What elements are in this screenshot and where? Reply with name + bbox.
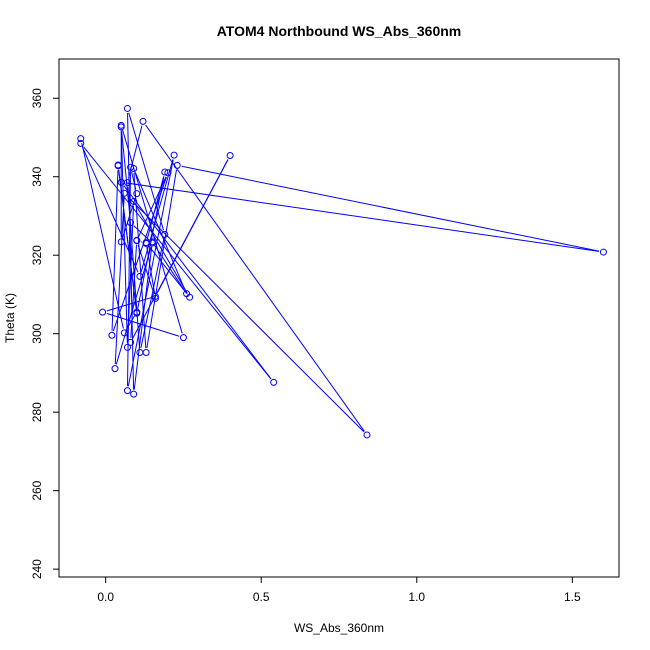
data-point xyxy=(179,334,187,342)
data-point xyxy=(123,343,131,351)
series-segment xyxy=(114,197,125,365)
series-segment xyxy=(145,124,365,432)
data-point xyxy=(270,378,278,386)
series-segment xyxy=(137,244,155,295)
data-point xyxy=(111,365,119,373)
series-segment xyxy=(133,225,150,241)
y-tick-label: 280 xyxy=(30,402,44,422)
series-segment xyxy=(154,245,185,291)
data-point xyxy=(133,236,141,244)
data-point xyxy=(117,121,125,129)
series-segment xyxy=(128,112,164,231)
y-tick-label: 260 xyxy=(30,480,44,500)
series-segment xyxy=(81,142,124,329)
series-segment xyxy=(146,176,165,240)
data-point xyxy=(151,294,159,302)
series-segment xyxy=(132,159,229,339)
data-point xyxy=(139,117,147,125)
data-point xyxy=(148,238,156,246)
x-tick-label: 0.5 xyxy=(253,590,270,604)
data-point xyxy=(130,197,138,205)
y-axis: 240 260 280 300 320 340 360 xyxy=(30,88,60,579)
series-points xyxy=(77,104,607,439)
chart-title: ATOM4 Northbound WS_Abs_360nm xyxy=(217,23,462,39)
y-tick-label: 240 xyxy=(30,559,44,579)
data-point xyxy=(133,190,141,198)
y-axis-label: Theta (K) xyxy=(3,293,17,343)
data-point xyxy=(363,431,371,439)
series-segment xyxy=(122,129,183,334)
x-tick-label: 1.5 xyxy=(564,590,581,604)
data-point xyxy=(130,164,138,172)
data-point xyxy=(173,161,181,169)
data-point xyxy=(108,331,116,339)
series-segment xyxy=(134,172,186,290)
data-point xyxy=(170,151,178,159)
series-segment xyxy=(115,247,152,365)
data-point xyxy=(161,168,169,176)
data-point xyxy=(133,309,141,317)
y-tick-label: 320 xyxy=(30,245,44,265)
series-segment xyxy=(120,131,128,343)
data-point xyxy=(151,292,159,300)
data-point xyxy=(117,238,125,246)
series-segment xyxy=(127,159,174,387)
data-point xyxy=(127,163,135,171)
series-segment xyxy=(106,297,152,312)
data-point xyxy=(142,239,150,247)
data-point xyxy=(127,219,135,227)
data-point xyxy=(599,248,607,256)
y-tick-label: 360 xyxy=(30,88,44,108)
x-tick-label: 0.0 xyxy=(97,590,114,604)
data-point xyxy=(161,230,169,238)
data-point xyxy=(77,135,85,143)
data-point xyxy=(136,349,144,357)
data-point xyxy=(77,139,85,147)
data-point xyxy=(136,272,144,280)
data-point xyxy=(142,349,150,357)
data-point xyxy=(130,390,138,398)
series-segment xyxy=(181,165,600,252)
data-point xyxy=(226,152,234,160)
series-segment xyxy=(125,182,600,252)
series-segment xyxy=(127,112,135,390)
data-point xyxy=(114,161,122,169)
series-segment xyxy=(137,176,165,309)
series-segment xyxy=(127,196,365,433)
data-point xyxy=(183,290,191,298)
series-segment xyxy=(111,170,119,331)
y-tick-label: 300 xyxy=(30,323,44,343)
series-segment xyxy=(131,171,137,190)
data-point xyxy=(120,189,128,197)
data-point xyxy=(123,104,131,112)
y-tick-label: 340 xyxy=(30,166,44,186)
data-point xyxy=(123,387,131,395)
data-point xyxy=(164,169,172,177)
data-point xyxy=(120,329,128,337)
series-segment xyxy=(83,146,272,380)
x-axis: 0.0 0.5 1.0 1.5 xyxy=(97,576,581,604)
data-point xyxy=(117,178,125,186)
data-point xyxy=(99,308,107,316)
series-line xyxy=(81,112,600,433)
series-segment xyxy=(106,312,180,337)
series-segment xyxy=(140,159,174,273)
x-axis-label: WS_Abs_360nm xyxy=(294,621,384,635)
data-point xyxy=(127,338,135,346)
series-segment xyxy=(148,245,188,294)
x-tick-label: 1.0 xyxy=(408,590,425,604)
series-segment xyxy=(146,169,177,349)
